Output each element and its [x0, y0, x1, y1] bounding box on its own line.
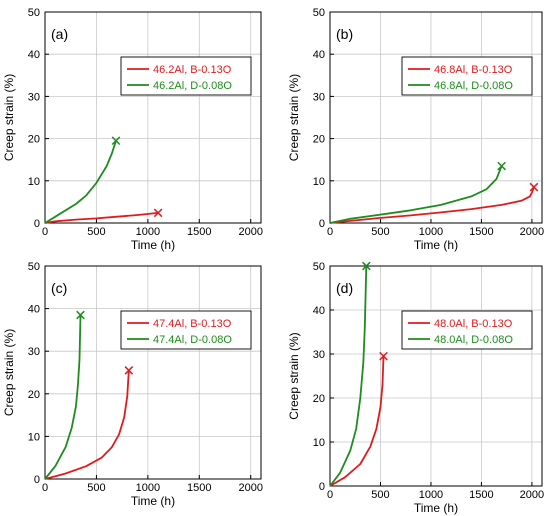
plot-frame	[44, 265, 262, 480]
y-tick-label: 30	[28, 346, 40, 358]
y-tick-label: 50	[313, 261, 325, 273]
legend-label-green: 46.8Al, D-0.08O	[434, 80, 513, 92]
x-axis-label: Time (h)	[414, 238, 458, 252]
y-tick-label: 10	[313, 176, 325, 188]
x-tick-label: 0	[42, 226, 48, 238]
panel-label: (c)	[51, 280, 67, 296]
x-tick-label: 0	[327, 489, 333, 501]
legend-box	[401, 310, 533, 350]
rupture-marker-green	[362, 261, 371, 271]
y-tick-label: 20	[28, 389, 40, 401]
rupture-marker-red	[153, 208, 163, 218]
rupture-marker-red	[379, 351, 388, 361]
rupture-marker-green	[76, 310, 85, 320]
y-tick-label: 20	[313, 393, 325, 405]
y-axis-label: Creep strain (%)	[287, 332, 301, 419]
panel-b: 0 500 1000 1500 2000 0 10 20 30 40 50 Time (h) Creep…	[287, 7, 544, 252]
series-line-red	[44, 370, 130, 480]
plot-frame	[44, 11, 262, 224]
series-line-green	[44, 314, 82, 480]
rupture-marker-green	[111, 136, 121, 146]
rupture-marker-red	[529, 182, 539, 192]
series-line-green	[44, 140, 117, 224]
x-axis-label: Time (h)	[414, 501, 458, 515]
x-tick-label: 2000	[520, 226, 544, 238]
legend: 47.4Al, B-0.13O 47.4Al, D-0.08O	[120, 310, 252, 350]
x-tick-label: 500	[371, 489, 389, 501]
legend-label-green: 47.4Al, D-0.08O	[153, 334, 232, 346]
x-tick-label: 1500	[187, 482, 211, 494]
y-tick-label: 40	[28, 304, 40, 316]
y-tick-label: 50	[28, 261, 40, 273]
y-tick-label: 40	[28, 49, 40, 61]
y-axis-label: Creep strain (%)	[2, 329, 16, 416]
y-tick-label: 10	[28, 431, 40, 443]
legend: 48.0Al, B-0.13O 48.0Al, D-0.08O	[401, 310, 533, 350]
y-axis-label: Creep strain (%)	[287, 74, 301, 161]
x-tick-label: 0	[327, 226, 333, 238]
legend-label-red: 47.4Al, B-0.13O	[153, 318, 232, 330]
y-tick-label: 0	[319, 218, 325, 230]
x-tick-label: 500	[87, 226, 105, 238]
x-axis-label: Time (h)	[131, 238, 175, 252]
y-tick-label: 30	[313, 349, 325, 361]
panel-label: (d)	[336, 280, 353, 296]
series-line-red	[329, 186, 535, 224]
legend-label-red: 46.2Al, B-0.13O	[153, 64, 232, 76]
x-tick-label: 1500	[469, 226, 493, 238]
y-tick-label: 0	[34, 218, 40, 230]
x-tick-label: 1000	[419, 489, 443, 501]
y-tick-label: 10	[28, 176, 40, 188]
y-tick-label: 40	[313, 49, 325, 61]
x-axis-label: Time (h)	[131, 494, 175, 508]
panel-a: 0 500 1000 1500 2000 0 10 20 30 40 50 Time (h) Creep…	[2, 7, 263, 252]
x-tick-label: 1000	[136, 482, 160, 494]
y-tick-label: 50	[28, 7, 40, 19]
legend: 46.8Al, B-0.13O 46.8Al, D-0.08O	[401, 56, 533, 96]
y-tick-label: 10	[313, 437, 325, 449]
x-tick-label: 2000	[520, 489, 544, 501]
y-axis-label: Creep strain (%)	[2, 74, 16, 161]
legend-label-green: 48.0Al, D-0.08O	[434, 334, 513, 346]
series-line-red	[329, 356, 385, 487]
y-tick-label: 20	[28, 134, 40, 146]
legend-label-red: 48.0Al, B-0.13O	[434, 318, 513, 330]
plot-frame	[329, 265, 543, 487]
panel-c: 0 500 1000 1500 2000 0 10 20 30 40 50 Time (h) Creep…	[2, 261, 263, 508]
legend-box	[401, 56, 533, 96]
y-tick-label: 30	[313, 91, 325, 103]
y-tick-label: 0	[34, 474, 40, 486]
x-tick-label: 1500	[187, 226, 211, 238]
x-tick-label: 1000	[136, 226, 160, 238]
x-tick-label: 500	[87, 482, 105, 494]
y-tick-label: 30	[28, 91, 40, 103]
y-tick-label: 20	[313, 134, 325, 146]
panel-label: (b)	[336, 26, 353, 42]
y-tick-label: 50	[313, 7, 325, 19]
rupture-marker-green	[497, 161, 506, 171]
panel-d: 0 500 1000 1500 2000 0 10 20 30 40 50 Time (h) Creep…	[287, 261, 544, 515]
x-tick-label: 1000	[419, 226, 443, 238]
legend-label-red: 46.8Al, B-0.13O	[434, 64, 513, 76]
y-tick-label: 40	[313, 305, 325, 317]
rupture-marker-red	[124, 366, 134, 375]
x-tick-label: 2000	[238, 482, 262, 494]
legend: 46.2Al, B-0.13O 46.2Al, D-0.08O	[120, 56, 252, 96]
plot-frame	[329, 11, 543, 224]
legend-box	[120, 310, 252, 350]
panel-label: (a)	[51, 26, 68, 42]
x-tick-label: 500	[371, 226, 389, 238]
x-tick-label: 2000	[238, 226, 262, 238]
x-tick-label: 1500	[469, 489, 493, 501]
x-tick-label: 0	[42, 482, 48, 494]
y-tick-label: 0	[319, 481, 325, 493]
legend-box	[120, 56, 252, 96]
series-line-red	[44, 212, 159, 224]
legend-label-green: 46.2Al, D-0.08O	[153, 80, 232, 92]
series-line-green	[329, 265, 368, 487]
series-line-green	[329, 165, 503, 224]
